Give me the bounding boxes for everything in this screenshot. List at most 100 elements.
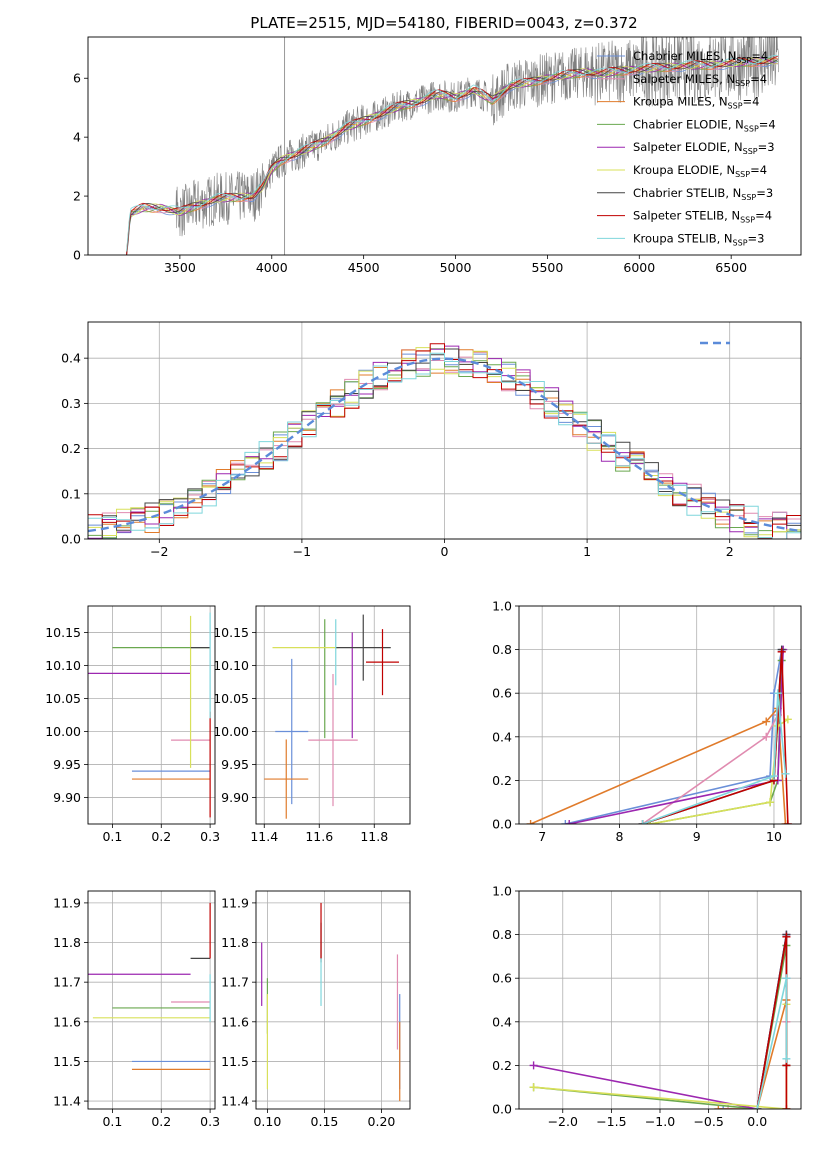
model-line-kroupa-stelib xyxy=(126,55,778,252)
plot-area xyxy=(88,902,211,1070)
weight-line-chabrier-miles xyxy=(565,649,783,824)
y-tick-label: 0.1 xyxy=(61,486,81,501)
y-tick-label: 11.9 xyxy=(53,895,81,910)
weight-marker-kroupa-stelib xyxy=(753,1105,762,1109)
panel-weight_vs_Z: −2.0 −1.5 −1.0 −0.5 0.0 0.0 0.2 0.4 0.6 0.8 1.0 xyxy=(492,884,802,1129)
plot-frame xyxy=(87,890,216,1110)
y-tick-label: 9.95 xyxy=(221,757,249,772)
y-tick-label: 0.4 xyxy=(492,1014,512,1029)
legend-subscript: SSP xyxy=(733,238,748,247)
panel-mass_vs_Z: 0.1 0.2 0.3 11.4 11.5 11.6 11.7 11.8 11.9 xyxy=(53,890,220,1129)
legend-subscript: SSP xyxy=(743,147,758,156)
legend-value: =3 xyxy=(758,140,775,154)
legend-text: Kroupa MILES, N xyxy=(633,95,728,109)
errorbar-salpeter-miles xyxy=(308,674,358,807)
plot-area xyxy=(264,614,399,819)
legend-text: Salpeter ELODIE, N xyxy=(633,140,743,154)
histogram-kroupa-elodie xyxy=(88,347,801,538)
legend-subscript: SSP xyxy=(736,56,751,65)
plot-frame xyxy=(255,890,411,1110)
legend-text: Salpeter MILES, N xyxy=(633,72,735,86)
weight-marker-chabrier-miles xyxy=(561,820,570,824)
y-tick-label: 10.05 xyxy=(213,691,249,706)
model-line-salpeter-stelib xyxy=(126,55,778,255)
y-tick-label: 10.15 xyxy=(213,625,249,640)
weight-marker-kroupa-elodie xyxy=(783,715,792,724)
x-tick-label: 0.0 xyxy=(747,1114,767,1129)
x-tick-label: 0.2 xyxy=(151,829,171,844)
panel-spectrum: 3500 4000 4500 5000 5500 6000 6500 0 2 4 6 Chabrier… xyxy=(73,36,802,275)
x-tick-label: 0.15 xyxy=(311,1114,339,1129)
x-tick-label: 0.3 xyxy=(200,1114,220,1129)
model-line-chabrier-stelib xyxy=(126,57,779,255)
panel-age_vs_mass: 11.4 11.6 11.8 9.90 9.95 10.00 10.05 10.10 10.15 xyxy=(213,605,411,844)
panel-weight_vs_age: 7 8 9 10 0.0 0.2 0.4 0.6 0.8 1.0 xyxy=(492,599,802,844)
legend-value: =4 xyxy=(750,163,767,177)
weight-marker-kroupa-miles xyxy=(781,820,790,824)
weight-line-kroupa-miles xyxy=(530,706,787,824)
legend-label-chabrier-miles: Chabrier MILES, NSSP=4 xyxy=(633,49,768,65)
panel-residuals: −2 −1 0 1 2 0.0 0.1 0.2 0.3 0.4 xyxy=(61,321,802,559)
y-tick-label: 0 xyxy=(73,248,81,263)
legend-subscript: SSP xyxy=(741,193,756,202)
weight-line-kroupa-stelib xyxy=(756,978,788,1109)
legend-text: Chabrier ELODIE, N xyxy=(633,117,744,131)
y-tick-label: 9.95 xyxy=(53,757,81,772)
legend-label-kroupa-miles: Kroupa MILES, NSSP=4 xyxy=(633,95,759,111)
y-tick-label: 9.90 xyxy=(221,790,249,805)
plot-frame xyxy=(87,605,216,825)
x-tick-label: −0.5 xyxy=(693,1114,723,1129)
y-tick-label: 0.2 xyxy=(61,441,81,456)
x-tick-label: 0.1 xyxy=(102,1114,122,1129)
x-tick-label: 1 xyxy=(583,544,591,559)
plot-area xyxy=(126,37,779,255)
y-tick-label: 11.8 xyxy=(53,935,81,950)
y-tick-label: 0.2 xyxy=(492,773,512,788)
y-tick-label: 1.0 xyxy=(492,884,512,899)
weight-marker-kroupa-stelib xyxy=(773,689,782,698)
legend-label-salpeter-miles: Salpeter MILES, NSSP=4 xyxy=(633,72,767,88)
model-line-salpeter-elodie xyxy=(126,57,778,254)
weight-line-salpeter-stelib xyxy=(642,651,789,824)
y-tick-label: 11.7 xyxy=(53,975,81,990)
weight-marker-kroupa-miles xyxy=(762,717,771,726)
weight-marker-kroupa-stelib xyxy=(782,974,791,983)
x-tick-label: 11.4 xyxy=(250,829,278,844)
panel-age_vs_Z: 0.1 0.2 0.3 9.90 9.95 10.00 10.05 10.10 10.15 xyxy=(45,605,220,844)
x-tick-label: 5000 xyxy=(440,260,472,275)
legend-subscript: SSP xyxy=(744,124,759,133)
x-tick-label: 7 xyxy=(538,829,546,844)
figure-title: PLATE=2515, MJD=54180, FIBERID=0043, z=0… xyxy=(250,14,637,32)
y-tick-label: 1.0 xyxy=(492,599,512,614)
errorbar-chabrier-miles xyxy=(275,658,309,805)
y-tick-label: 0.3 xyxy=(61,396,81,411)
y-tick-label: 11.6 xyxy=(53,1014,81,1029)
x-tick-label: 11.6 xyxy=(305,829,333,844)
plot-area xyxy=(261,902,401,1102)
legend-label-chabrier-stelib: Chabrier STELIB, NSSP=3 xyxy=(633,186,773,202)
model-line-salpeter-miles xyxy=(126,58,778,255)
legend-value: =3 xyxy=(748,231,765,245)
weight-line-kroupa-stelib xyxy=(642,693,787,824)
x-tick-label: −1.5 xyxy=(596,1114,626,1129)
y-tick-label: 11.8 xyxy=(221,935,249,950)
y-tick-label: 10.00 xyxy=(213,724,249,739)
gaussian-curve xyxy=(88,357,801,533)
x-tick-label: 0.20 xyxy=(368,1114,396,1129)
weight-marker-salpeter-stelib xyxy=(782,932,791,941)
panel-mass_vs_EBV: 0.10 0.15 0.20 11.4 11.5 11.6 11.7 11.8 11.9 xyxy=(221,890,411,1129)
y-tick-label: 11.5 xyxy=(221,1054,249,1069)
model-line-chabrier-elodie xyxy=(126,57,779,253)
histogram-kroupa-stelib xyxy=(88,352,801,539)
y-tick-label: 10.00 xyxy=(45,724,81,739)
y-tick-label: 11.4 xyxy=(53,1094,81,1109)
x-tick-label: 0.3 xyxy=(200,829,220,844)
y-tick-label: 0.0 xyxy=(492,1102,512,1117)
plot-frame xyxy=(87,321,802,540)
legend-value: =3 xyxy=(756,186,773,200)
plot-area xyxy=(529,930,791,1109)
x-tick-label: 0.2 xyxy=(151,1114,171,1129)
legend-label-kroupa-stelib: Kroupa STELIB, NSSP=3 xyxy=(633,231,764,247)
weight-marker-kroupa-miles xyxy=(714,1105,723,1109)
x-tick-label: 5500 xyxy=(532,260,564,275)
